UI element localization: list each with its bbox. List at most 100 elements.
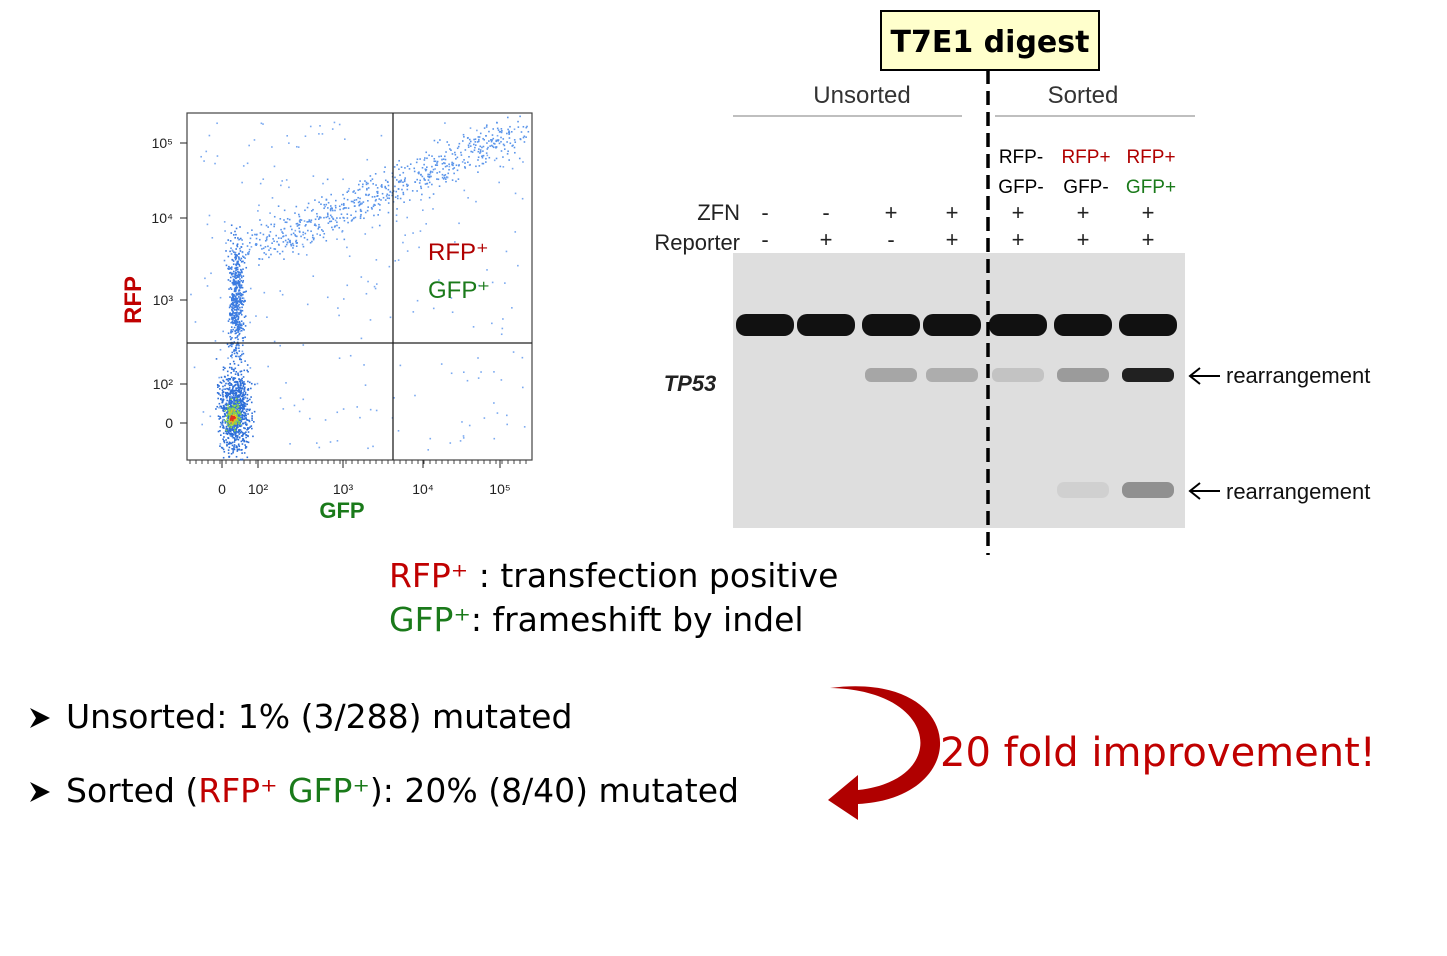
dot	[294, 229, 297, 232]
dot	[489, 145, 491, 147]
dot	[227, 380, 230, 382]
dot	[242, 297, 245, 300]
dot	[237, 382, 239, 384]
dot	[258, 204, 260, 207]
dot	[353, 205, 356, 208]
dot	[230, 355, 232, 358]
dot	[402, 193, 405, 196]
dot	[239, 297, 242, 299]
dot	[237, 296, 240, 298]
dot	[250, 246, 253, 248]
dot	[232, 429, 234, 431]
dot	[230, 398, 233, 401]
dot	[242, 323, 245, 326]
dot	[496, 127, 499, 130]
dot	[408, 168, 411, 170]
dot	[220, 434, 222, 436]
dot	[336, 224, 338, 227]
dot	[320, 203, 322, 206]
dot	[234, 434, 237, 436]
dot	[396, 197, 399, 200]
dot	[231, 427, 234, 429]
dot	[238, 257, 241, 259]
dot	[238, 399, 241, 401]
dot	[230, 422, 232, 425]
dot	[224, 415, 227, 417]
dot	[235, 347, 237, 350]
dot	[310, 219, 313, 222]
dot	[222, 410, 225, 412]
dot	[462, 437, 465, 439]
dot	[241, 324, 243, 327]
dot	[381, 192, 384, 195]
dot	[231, 419, 234, 422]
dot	[232, 263, 235, 266]
dot	[236, 343, 238, 346]
dot	[229, 250, 231, 253]
dot	[221, 415, 224, 418]
header-box	[880, 10, 1100, 71]
dot	[241, 381, 244, 384]
dot	[451, 161, 453, 164]
dot	[238, 430, 241, 433]
dot	[321, 196, 323, 198]
dot	[217, 430, 220, 433]
dot	[240, 407, 243, 409]
dot	[239, 298, 242, 301]
dot	[234, 428, 236, 431]
dot	[242, 401, 245, 404]
dot	[303, 237, 306, 239]
dot	[239, 413, 242, 416]
dot	[222, 379, 224, 382]
dot	[274, 248, 277, 250]
dot	[431, 155, 433, 157]
dot	[240, 313, 243, 316]
dot	[352, 200, 354, 203]
dot	[231, 308, 233, 311]
dot	[244, 405, 247, 407]
dot	[458, 222, 460, 225]
dot	[238, 300, 241, 302]
dot	[236, 412, 238, 415]
dot	[299, 218, 302, 221]
dot	[230, 372, 232, 374]
dot	[230, 331, 232, 334]
dot	[436, 172, 438, 174]
dot	[325, 239, 328, 242]
dot	[228, 414, 231, 417]
dot	[236, 387, 238, 390]
dot	[490, 144, 493, 147]
dot	[464, 162, 466, 164]
dot	[221, 389, 224, 392]
band	[1119, 314, 1177, 336]
dot	[216, 155, 219, 157]
dot	[291, 242, 294, 245]
dot	[508, 159, 510, 161]
dot	[392, 190, 395, 192]
dot	[239, 382, 242, 385]
dot	[332, 228, 334, 231]
dot	[235, 268, 238, 270]
dot	[334, 219, 337, 222]
dot	[231, 407, 234, 409]
dot	[228, 384, 231, 387]
dot	[255, 244, 258, 246]
dot	[221, 392, 224, 394]
dot	[225, 429, 228, 432]
dot	[234, 427, 236, 430]
dot	[240, 268, 242, 271]
dot	[481, 156, 484, 159]
dot	[439, 139, 441, 141]
dot	[419, 230, 422, 232]
dot	[389, 190, 392, 193]
dot	[240, 327, 243, 329]
dot	[416, 190, 418, 192]
dot	[232, 416, 234, 419]
dot	[397, 180, 400, 183]
dot	[239, 324, 242, 327]
dot	[237, 306, 239, 308]
dot	[513, 128, 516, 131]
dot	[281, 231, 283, 233]
dot	[236, 263, 238, 265]
dot	[338, 357, 341, 360]
